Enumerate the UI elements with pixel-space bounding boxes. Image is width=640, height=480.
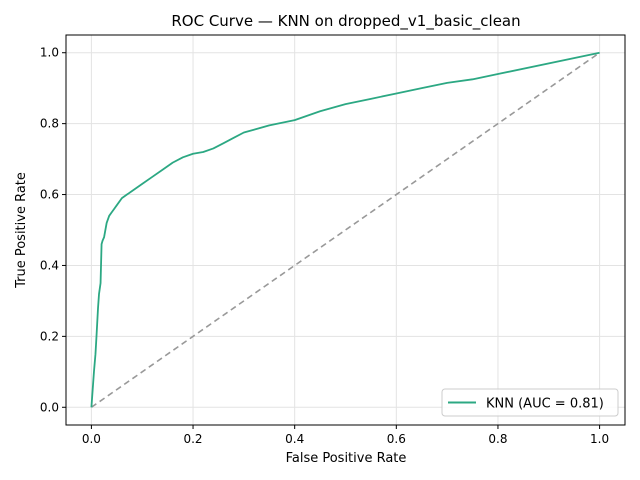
legend: KNN (AUC = 0.81) bbox=[441, 388, 619, 417]
chance-diagonal-line bbox=[90, 52, 601, 408]
x-tick-label: 0.2 bbox=[183, 432, 202, 446]
y-axis: 0.0 0.2 0.4 0.6 0.8 1.0 bbox=[40, 46, 66, 414]
plot-frame bbox=[65, 34, 626, 426]
x-axis-label: False Positive Rate bbox=[286, 451, 407, 466]
roc-curve-knn bbox=[90, 51, 600, 408]
series-layer bbox=[90, 51, 601, 408]
y-tick-label: 0.4 bbox=[40, 258, 59, 272]
y-tick-label: 0.2 bbox=[40, 329, 59, 343]
legend-label-knn: KNN (AUC = 0.81) bbox=[486, 397, 604, 412]
x-tick-label: 0.0 bbox=[82, 432, 101, 446]
y-tick-label: 1.0 bbox=[40, 46, 59, 60]
x-tick-label: 0.4 bbox=[285, 432, 304, 446]
x-tick-label: 0.6 bbox=[387, 432, 406, 446]
y-tick-label: 0.0 bbox=[40, 400, 59, 414]
x-tick-label: 0.8 bbox=[488, 432, 507, 446]
chart-title: ROC Curve — KNN on dropped_v1_basic_clea… bbox=[171, 12, 520, 31]
y-axis-label: True Positive Rate bbox=[14, 172, 29, 289]
x-axis: 0.0 0.2 0.4 0.6 0.8 1.0 bbox=[82, 425, 609, 446]
grid bbox=[66, 35, 625, 425]
y-tick-label: 0.6 bbox=[40, 188, 59, 202]
x-tick-label: 1.0 bbox=[590, 432, 609, 446]
y-tick-label: 0.8 bbox=[40, 117, 59, 131]
legend-box bbox=[441, 388, 619, 417]
